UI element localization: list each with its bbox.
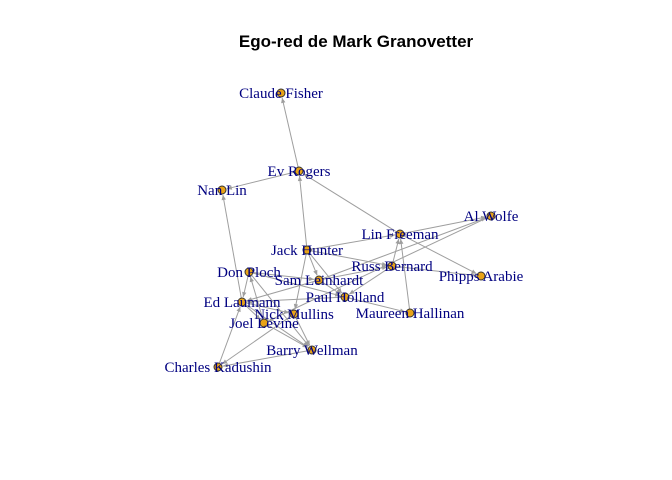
arrowhead-don_ploch-ed_laumann: [242, 291, 247, 298]
node-lin_freeman[interactable]: [395, 229, 405, 239]
arrowhead-barry_wellman-charles_kadushin: [222, 363, 229, 368]
node-ev_rogers[interactable]: [294, 166, 304, 176]
arrowhead-russ_bernard-lin_freeman: [395, 238, 400, 245]
node-label-al_wolfe: Al Wolfe: [464, 209, 519, 225]
edge-russ_bernard-phipps_arabie: [395, 265, 477, 276]
node-joel_levine[interactable]: [259, 318, 269, 328]
node-label-joel_levine: Joel Levine: [229, 316, 299, 332]
arrowhead-ed_laumann-nan_lin: [221, 194, 226, 201]
arrowhead-ed_laumann-joel_levine: [255, 314, 261, 320]
edge-sam_leinhardt-al_wolfe: [322, 217, 487, 280]
arrowhead-jack_hunter-ev_rogers: [297, 175, 303, 182]
edge-jack_hunter-russ_bernard: [310, 250, 388, 266]
node-label-jack_hunter: Jack Hunter: [271, 243, 343, 259]
arrowhead-charles_kadushin-ed_laumann: [236, 306, 241, 313]
edge-jack_hunter-lin_freeman: [310, 234, 396, 250]
node-ed_laumann[interactable]: [237, 297, 247, 307]
edge-lin_freeman-phipps_arabie: [403, 235, 477, 275]
arrowhead-jack_hunter-nick_mullins: [293, 303, 299, 310]
node-claude_fisher[interactable]: [276, 88, 286, 98]
arrowhead-sam_leinhardt-paul_holland: [335, 289, 341, 295]
node-nan_lin[interactable]: [217, 185, 227, 195]
node-al_wolfe[interactable]: [486, 211, 496, 221]
edge-ed_laumann-nan_lin: [222, 194, 242, 299]
node-russ_bernard[interactable]: [387, 261, 397, 271]
arrowhead-lin_freeman-phipps_arabie: [471, 269, 477, 274]
edge-russ_bernard-paul_holland: [348, 267, 389, 295]
node-don_ploch[interactable]: [244, 267, 254, 277]
arrowhead-lin_freeman-ev_rogers: [303, 173, 309, 179]
edge-layer: [218, 97, 488, 368]
edge-barry_wellman-charles_kadushin: [222, 350, 309, 367]
node-label-nick_mullins: Nick Mullins: [254, 307, 334, 323]
node-label-nan_lin: Nan Lin: [197, 183, 247, 199]
edge-jack_hunter-nick_mullins: [294, 253, 307, 310]
arrowhead-jack_hunter-sam_leinhardt: [313, 269, 318, 276]
node-jack_hunter[interactable]: [302, 245, 312, 255]
arrowhead-russ_bernard-paul_holland: [349, 289, 355, 295]
chart-title: Ego-red de Mark Granovetter: [239, 32, 474, 51]
node-label-don_ploch: Don Ploch: [217, 265, 281, 281]
node-barry_wellman[interactable]: [307, 345, 317, 355]
edge-joel_levine-barry_wellman: [267, 324, 308, 348]
arrowhead-ev_rogers-claude_fisher: [281, 97, 286, 104]
edge-ed_laumann-nick_mullins: [245, 302, 290, 314]
edge-paul_holland-ed_laumann: [246, 296, 342, 303]
arrowhead-paul_holland-ed_laumann: [246, 299, 253, 304]
node-label-paul_holland: Paul Holland: [306, 290, 385, 306]
edge-charles_kadushin-ed_laumann: [218, 306, 241, 364]
arrowhead-al_wolfe-joel_levine: [268, 316, 274, 321]
node-maureen_hallinan[interactable]: [405, 308, 415, 318]
node-layer: [213, 88, 496, 372]
node-phipps_arabie[interactable]: [476, 271, 486, 281]
arrowhead-maureen_hallinan-lin_freeman: [399, 238, 404, 245]
arrowhead-russ_bernard-phipps_arabie: [470, 272, 477, 278]
edge-don_ploch-paul_holland: [252, 272, 341, 297]
edge-don_ploch-sam_leinhardt: [252, 271, 315, 280]
node-label-ed_laumann: Ed Laumann: [203, 295, 281, 311]
node-nick_mullins[interactable]: [289, 309, 299, 319]
edge-jack_hunter-ev_rogers: [299, 175, 308, 247]
arrowhead-jack_hunter-paul_holland: [337, 287, 342, 294]
node-label-maureen_hallinan: Maureen Hallinan: [356, 306, 465, 322]
node-label-charles_kadushin: Charles Kadushin: [164, 360, 272, 376]
edge-sam_leinhardt-russ_bernard: [322, 266, 388, 280]
node-label-claude_fisher: Claude Fisher: [239, 86, 323, 102]
edge-maureen_hallinan-lin_freeman: [400, 238, 410, 310]
node-paul_holland[interactable]: [340, 292, 350, 302]
edge-ev_rogers-nan_lin: [226, 171, 296, 190]
edge-al_wolfe-joel_levine: [268, 217, 488, 322]
node-label-ev_rogers: Ev Rogers: [268, 164, 331, 180]
edge-paul_holland-maureen_hallinan: [348, 297, 406, 313]
arrowhead-ev_rogers-nan_lin: [226, 185, 233, 190]
node-label-sam_leinhardt: Sam Leinhardt: [275, 273, 365, 289]
node-label-barry_wellman: Barry Wellman: [266, 343, 358, 359]
arrowhead-nick_mullins-charles_kadushin: [222, 359, 228, 365]
arrowhead-don_ploch-sam_leinhardt: [308, 276, 315, 282]
arrowhead-joel_levine-barry_wellman: [302, 343, 308, 348]
edge-jack_hunter-paul_holland: [309, 252, 343, 294]
edge-lin_freeman-ev_rogers: [302, 173, 397, 233]
node-label-phipps_arabie: Phipps Arabie: [439, 269, 524, 285]
arrowhead-paul_holland-maureen_hallinan: [399, 308, 406, 313]
node-label-russ_bernard: Russ Bernard: [351, 259, 433, 275]
edge-sam_leinhardt-ed_laumann: [246, 280, 316, 302]
label-layer: Claude Fisher Ev Rogers Nan Lin Al Wolfe Lin…: [164, 86, 523, 376]
node-charles_kadushin[interactable]: [213, 362, 223, 372]
edge-ev_rogers-claude_fisher: [281, 97, 299, 168]
node-sam_leinhardt[interactable]: [314, 275, 324, 285]
edge-nick_mullins-barry_wellman: [295, 317, 311, 346]
arrowhead-joel_levine-don_ploch: [249, 276, 254, 283]
node-label-lin_freeman: Lin Freeman: [361, 227, 439, 243]
arrowhead-jack_hunter-lin_freeman: [389, 233, 396, 238]
arrowhead-nick_mullins-barry_wellman: [305, 340, 310, 346]
edge-lin_freeman-al_wolfe: [403, 216, 487, 234]
edge-nick_mullins-charles_kadushin: [221, 315, 292, 365]
